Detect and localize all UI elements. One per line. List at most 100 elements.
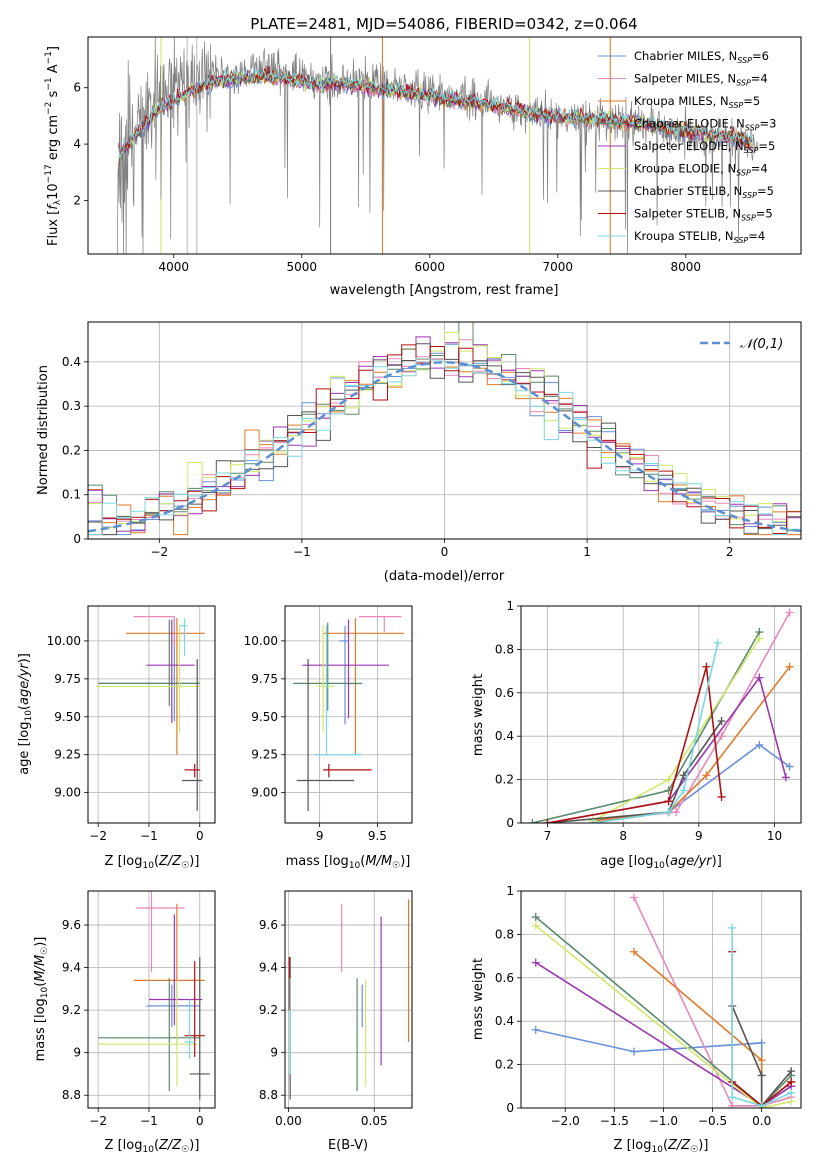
x-tick-label: 8 bbox=[619, 829, 627, 843]
x-tick-label: 1 bbox=[583, 545, 591, 559]
legend-entry: Chabrier STELIB, NSSP=5 bbox=[634, 184, 774, 200]
spectrum-title: PLATE=2481, MJD=54086, FIBERID=0342, z=0… bbox=[250, 15, 637, 33]
axes-frame bbox=[87, 605, 216, 824]
series-marker bbox=[728, 1093, 737, 1102]
series-marker bbox=[664, 808, 673, 817]
x-tick-label: −0.5 bbox=[698, 1114, 727, 1128]
residual-frame bbox=[87, 321, 802, 540]
series-marker bbox=[629, 893, 638, 902]
x-tick-label: 0.05 bbox=[361, 1114, 388, 1128]
y-tick-label: 9.4 bbox=[62, 961, 81, 975]
legend-entry: Salpeter MILES, NSSP=4 bbox=[634, 72, 768, 88]
y-tick-label: 0.2 bbox=[495, 773, 514, 787]
spectrum-xlabel: wavelength [Angstrom, rest frame] bbox=[330, 283, 559, 298]
series-marker bbox=[757, 1038, 766, 1047]
series-marker bbox=[757, 1056, 766, 1065]
y-tick-label: 9 bbox=[73, 1046, 81, 1060]
y-tick-label: 9.75 bbox=[54, 672, 81, 686]
y-tick-label: 9.75 bbox=[251, 672, 278, 686]
x-tick-label: 7 bbox=[544, 829, 552, 843]
spectrum-legend: Chabrier MILES, NSSP=6 Salpeter MILES, NS… bbox=[598, 49, 776, 245]
x-tick-label: −2 bbox=[89, 829, 107, 843]
x-tick-label: 8000 bbox=[671, 260, 702, 274]
series-marker bbox=[717, 717, 726, 726]
mass-z-xlabel: Z [log10(Z/Z☉)] bbox=[105, 1138, 200, 1155]
y-tick-label: 0.6 bbox=[495, 686, 514, 700]
series-line-2 bbox=[592, 666, 791, 822]
series-line-6 bbox=[731, 1005, 792, 1108]
series-marker bbox=[664, 797, 673, 806]
series-line-1 bbox=[633, 897, 792, 1107]
mw-age-xlabel: age [log10(age/yr)] bbox=[600, 854, 722, 871]
clipped-layer bbox=[88, 322, 801, 539]
y-tick-label: 9.6 bbox=[259, 918, 278, 932]
legend-entry: Kroupa ELODIE, NSSP=4 bbox=[634, 162, 768, 178]
series-marker bbox=[543, 819, 552, 823]
series-marker bbox=[781, 773, 790, 782]
mw-age-ylabel: mass weight bbox=[471, 674, 486, 756]
series-marker bbox=[757, 1101, 766, 1108]
clipped-layer bbox=[293, 616, 404, 811]
y-tick-label: 0.3 bbox=[62, 399, 81, 413]
y-tick-label: 6 bbox=[73, 81, 81, 95]
age-mass-xlabel: mass [log10(M/M☉)] bbox=[286, 854, 411, 871]
spectrum-ylabel: Flux [fλ10−17 erg cm−2 s−1 A−1] bbox=[44, 46, 63, 246]
series-marker bbox=[531, 958, 540, 967]
axes-frame bbox=[284, 605, 413, 824]
series-marker bbox=[787, 1067, 796, 1076]
mass-vs-z-panel: −2 −1 0 8.8 9 9.2 9.4 9.6 bbox=[62, 890, 216, 1128]
series-marker bbox=[728, 1101, 737, 1108]
clipped-layer bbox=[117, 37, 758, 254]
x-tick-label: 0 bbox=[441, 545, 449, 559]
series-line-7 bbox=[547, 666, 723, 823]
series-marker bbox=[717, 792, 726, 801]
series-marker bbox=[787, 1077, 796, 1086]
y-tick-label: 0.8 bbox=[495, 642, 514, 656]
mass-z-ylabel: mass [log10(M/M☉)] bbox=[33, 937, 50, 1062]
series-marker bbox=[755, 634, 764, 643]
legend-entry: Salpeter ELODIE, NSSP=5 bbox=[634, 139, 775, 155]
series-marker bbox=[785, 762, 794, 771]
series-marker bbox=[664, 775, 673, 784]
y-tick-label: 1 bbox=[506, 599, 514, 613]
clipped-layer bbox=[288, 899, 410, 1100]
legend-entry: Salpeter STELIB, NSSP=5 bbox=[634, 207, 773, 223]
series-marker bbox=[702, 771, 711, 780]
series-line-5 bbox=[535, 925, 792, 1108]
x-tick-label: −2 bbox=[150, 545, 168, 559]
x-tick-label: 6000 bbox=[415, 260, 446, 274]
age-vs-z-panel: −2 −1 0 9.00 9.25 9.50 9.75 10.00 bbox=[47, 605, 216, 843]
series-marker bbox=[755, 673, 764, 682]
y-tick-label: 9.50 bbox=[54, 710, 81, 724]
series-marker bbox=[531, 913, 540, 922]
y-tick-label: 10.00 bbox=[244, 634, 278, 648]
series-marker bbox=[679, 786, 688, 795]
legend-entry: Chabrier MILES, NSSP=6 bbox=[634, 49, 769, 65]
age-vs-mass-panel: 9 9.5 9.00 9.25 9.50 9.75 10.00 bbox=[244, 605, 413, 843]
clipped-layer bbox=[95, 616, 205, 811]
series-line-6 bbox=[547, 720, 723, 823]
y-tick-label: 9.2 bbox=[259, 1003, 278, 1017]
x-tick-label: −2 bbox=[89, 1114, 107, 1128]
y-tick-label: 0.2 bbox=[62, 443, 81, 457]
series-marker bbox=[757, 1071, 766, 1080]
x-tick-label: 0.0 bbox=[752, 1114, 771, 1128]
x-tick-label: 0 bbox=[196, 829, 204, 843]
y-tick-label: 1 bbox=[506, 884, 514, 898]
x-tick-label: −2.0 bbox=[551, 1114, 580, 1128]
y-tick-label: 9.00 bbox=[251, 786, 278, 800]
histogram-7 bbox=[88, 344, 801, 539]
clipped-layer bbox=[531, 893, 796, 1108]
y-tick-label: 9 bbox=[270, 1046, 278, 1060]
clipped-layer bbox=[528, 608, 794, 823]
residual-plot-area: −2 −1 0 1 2 0 0.1 0.2 0.3 0.4 𝒩(0,1) bbox=[62, 322, 801, 559]
mw-z-ylabel: mass weight bbox=[471, 958, 486, 1040]
x-tick-label: 4000 bbox=[158, 260, 189, 274]
series-marker bbox=[629, 947, 638, 956]
series-marker bbox=[702, 662, 711, 671]
axes-frame bbox=[520, 890, 802, 1109]
series-line-3 bbox=[532, 631, 761, 823]
series-marker bbox=[713, 638, 722, 647]
spectrum-plot-area: 4000 5000 6000 7000 8000 2 4 6 bbox=[73, 37, 758, 274]
